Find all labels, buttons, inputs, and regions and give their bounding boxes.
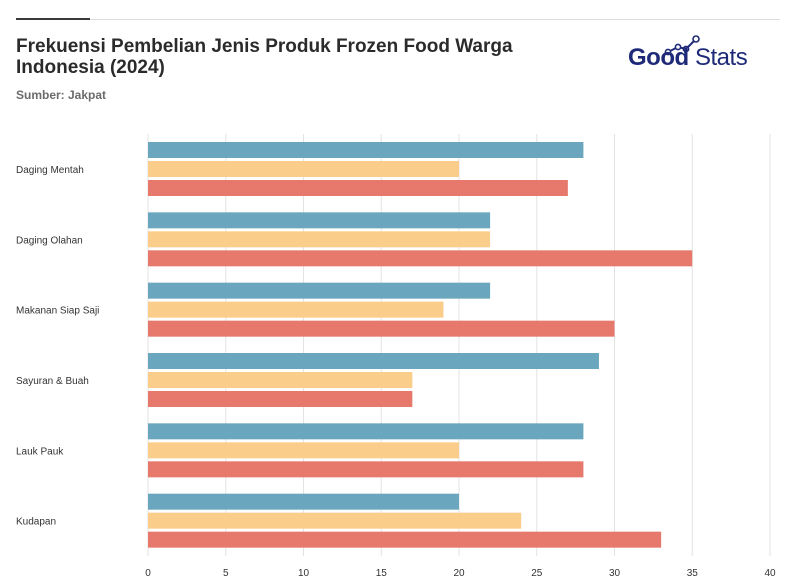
category-label: Sayuran & Buah (16, 376, 89, 387)
category-label: Daging Olahan (16, 235, 83, 246)
bar (148, 423, 584, 440)
x-tick-label: 15 (376, 568, 388, 579)
bar (148, 282, 491, 299)
x-tick-label: 20 (453, 568, 465, 579)
goodstats-logo: Good Stats (628, 30, 768, 78)
bar (148, 180, 568, 196)
bar (148, 531, 662, 548)
x-tick-label: 0 (145, 568, 151, 579)
top-rule-accent (16, 18, 90, 20)
bar (148, 212, 491, 229)
x-tick-label: 35 (687, 568, 699, 579)
category-label: Kudapan (16, 517, 56, 528)
bar (148, 391, 413, 407)
bar (148, 142, 584, 158)
x-tick-label: 30 (609, 568, 621, 579)
bar (148, 320, 615, 337)
x-tick-label: 10 (298, 568, 310, 579)
chart-source: Sumber: Jakpat (16, 88, 107, 102)
bar (148, 442, 459, 459)
category-label: Daging Mentah (16, 165, 84, 176)
trend-line-icon (664, 35, 700, 56)
x-tick-label: 25 (531, 568, 543, 579)
x-tick-label: 40 (764, 568, 776, 579)
category-label: Lauk Pauk (16, 446, 64, 457)
bar (148, 372, 413, 388)
x-tick-label: 5 (223, 568, 229, 579)
bar (148, 161, 459, 177)
bar (148, 250, 693, 267)
bar (148, 493, 459, 510)
logo-text-stats: Stats (695, 44, 748, 71)
bar (148, 512, 522, 529)
bar (148, 353, 599, 369)
category-label: Makanan Siap Saji (16, 306, 99, 317)
bar (148, 461, 584, 478)
bar (148, 301, 444, 318)
bar (148, 231, 491, 248)
chart-title: Frekuensi Pembelian Jenis Produk Frozen … (16, 36, 513, 78)
top-rule (90, 19, 780, 20)
logo-text-good: Good (628, 44, 689, 71)
